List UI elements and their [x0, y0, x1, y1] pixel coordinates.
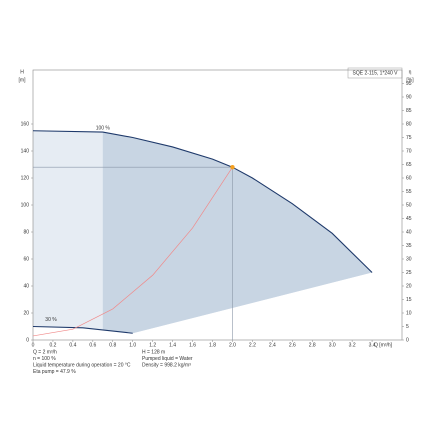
- x-tick-label: 2.8: [309, 342, 316, 348]
- y2-tick-label: 75: [406, 135, 412, 141]
- y-tick-label: 80: [23, 229, 29, 235]
- y2-tick-label: 15: [406, 297, 412, 303]
- info-text: H = 128 m: [142, 349, 165, 355]
- y2-tick-label: 40: [406, 229, 412, 235]
- x-tick-label: 2.2: [249, 342, 256, 348]
- y-tick-label: 20: [23, 310, 29, 316]
- x-tick-label: 0.8: [109, 342, 116, 348]
- y2-tick-label: 50: [406, 202, 412, 208]
- x-tick-label: 0.2: [49, 342, 56, 348]
- y2-tick-label: 10: [406, 310, 412, 316]
- x-tick-label: 0.6: [89, 342, 96, 348]
- y2-unit: [%]: [406, 77, 414, 83]
- x-tick-label: 3.0: [329, 342, 336, 348]
- x-tick-label: 0: [32, 342, 35, 348]
- y2-tick-label: 65: [406, 162, 412, 168]
- y2-tick-label: 70: [406, 148, 412, 154]
- info-text: Liquid temperature during operation = 20…: [33, 362, 131, 368]
- y2-tick-label: 45: [406, 216, 412, 222]
- x-tick-label: 2.6: [289, 342, 296, 348]
- x-tick-label: 2.4: [269, 342, 276, 348]
- y2-tick-label: 30: [406, 256, 412, 262]
- area-dark: [102, 132, 373, 334]
- info-text: Density = 998.2 kg/m³: [142, 362, 191, 368]
- y2-tick-label: 95: [406, 81, 412, 87]
- x-label: Q [m³/h]: [374, 342, 393, 348]
- y2-tick-label: 90: [406, 94, 412, 100]
- x-tick-label: 1.6: [189, 342, 196, 348]
- curve-label: 100 %: [96, 125, 111, 131]
- x-tick-label: 0.4: [69, 342, 76, 348]
- info-text: Eta pump = 47.9 %: [33, 369, 76, 375]
- y2-tick-label: 25: [406, 270, 412, 276]
- operating-point: [230, 165, 235, 170]
- info-text: Q = 2 m³/h: [33, 349, 57, 355]
- y-label: H: [20, 69, 24, 75]
- y2-tick-label: 0: [406, 337, 409, 343]
- x-tick-label: 1.2: [149, 342, 156, 348]
- info-text: n = 100 %: [33, 356, 56, 362]
- y-tick-label: 0: [26, 337, 29, 343]
- y2-tick-label: 55: [406, 189, 412, 195]
- y-unit: [m]: [19, 77, 27, 83]
- curve: [32, 167, 233, 337]
- curve: [32, 325, 133, 334]
- x-tick-label: 1.4: [169, 342, 176, 348]
- curve-label: 30 %: [45, 317, 57, 323]
- y-tick-label: 120: [21, 175, 30, 181]
- y2-tick-label: 60: [406, 175, 412, 181]
- y-tick-label: 160: [21, 121, 30, 127]
- y2-tick-label: 35: [406, 243, 412, 249]
- curve: [32, 130, 373, 273]
- y2-label: η: [409, 69, 412, 75]
- y2-tick-label: 20: [406, 283, 412, 289]
- y-tick-label: 100: [21, 202, 30, 208]
- y2-tick-label: 80: [406, 121, 412, 127]
- x-tick-label: 1.8: [209, 342, 216, 348]
- y-tick-label: 140: [21, 148, 30, 154]
- y2-tick-label: 5: [406, 324, 409, 330]
- x-tick-label: 1.0: [129, 342, 136, 348]
- x-tick-label: 3.4: [369, 342, 376, 348]
- x-tick-label: 2.0: [229, 342, 236, 348]
- chart-title: SQE 2-115, 1*240 V: [353, 70, 399, 76]
- y2-tick-label: 85: [406, 108, 412, 114]
- info-text: Pumped liquid = Water: [142, 356, 193, 362]
- y-tick-label: 40: [23, 283, 29, 289]
- y-tick-label: 60: [23, 256, 29, 262]
- x-tick-label: 3.2: [349, 342, 356, 348]
